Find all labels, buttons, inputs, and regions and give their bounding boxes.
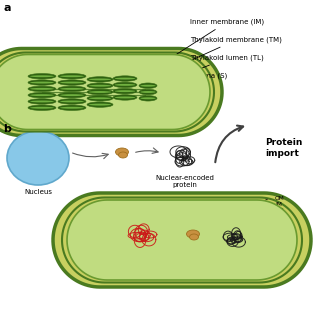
Ellipse shape — [87, 83, 113, 88]
Ellipse shape — [87, 89, 113, 95]
Polygon shape — [0, 49, 222, 135]
Text: Protein
import: Protein import — [265, 138, 302, 158]
Ellipse shape — [30, 75, 54, 77]
Ellipse shape — [58, 86, 86, 92]
Ellipse shape — [87, 77, 113, 82]
Ellipse shape — [60, 100, 84, 102]
Ellipse shape — [89, 85, 111, 87]
Ellipse shape — [7, 131, 69, 185]
Text: Plastid-encoded
protein: Plastid-encoded protein — [204, 258, 260, 271]
Ellipse shape — [189, 234, 198, 240]
Ellipse shape — [28, 80, 56, 85]
Polygon shape — [0, 52, 214, 132]
Ellipse shape — [58, 80, 86, 85]
Text: TL: TL — [275, 212, 282, 218]
Ellipse shape — [58, 74, 86, 79]
Ellipse shape — [139, 96, 157, 101]
Ellipse shape — [140, 85, 156, 87]
Text: IM: IM — [275, 202, 282, 206]
Ellipse shape — [116, 148, 129, 156]
Polygon shape — [0, 54, 210, 130]
Ellipse shape — [115, 97, 135, 99]
Ellipse shape — [87, 102, 113, 107]
Ellipse shape — [28, 74, 56, 79]
Ellipse shape — [58, 92, 86, 98]
Text: Stroma (S): Stroma (S) — [143, 73, 227, 104]
Ellipse shape — [28, 92, 56, 98]
Ellipse shape — [30, 107, 54, 109]
Text: TM: TM — [275, 207, 284, 212]
Ellipse shape — [115, 90, 135, 92]
Text: Thylakoid lumen (TL): Thylakoid lumen (TL) — [151, 55, 264, 89]
Ellipse shape — [28, 86, 56, 92]
Polygon shape — [62, 197, 302, 283]
Ellipse shape — [113, 95, 137, 100]
Ellipse shape — [30, 100, 54, 102]
Text: IM: IM — [278, 227, 285, 231]
Ellipse shape — [89, 78, 111, 80]
Ellipse shape — [60, 88, 84, 90]
Ellipse shape — [89, 91, 111, 93]
Ellipse shape — [60, 82, 84, 84]
Ellipse shape — [87, 96, 113, 101]
Ellipse shape — [113, 76, 137, 81]
Ellipse shape — [89, 104, 111, 106]
Text: TM: TM — [278, 234, 287, 238]
Ellipse shape — [118, 152, 127, 158]
Polygon shape — [53, 193, 311, 287]
Text: S: S — [275, 218, 279, 222]
Text: a: a — [3, 3, 11, 13]
Ellipse shape — [140, 97, 156, 99]
Ellipse shape — [60, 94, 84, 96]
Ellipse shape — [58, 105, 86, 110]
Ellipse shape — [58, 99, 86, 104]
Text: Thylakoid membrane (TM): Thylakoid membrane (TM) — [156, 37, 282, 76]
Ellipse shape — [187, 230, 199, 238]
Ellipse shape — [113, 82, 137, 88]
Ellipse shape — [115, 77, 135, 79]
Text: b: b — [3, 124, 11, 134]
Ellipse shape — [28, 99, 56, 104]
Ellipse shape — [30, 82, 54, 84]
Text: OM: OM — [275, 196, 285, 201]
Ellipse shape — [139, 83, 157, 88]
Text: S: S — [278, 242, 282, 246]
Ellipse shape — [30, 94, 54, 96]
Ellipse shape — [113, 88, 137, 94]
Ellipse shape — [89, 97, 111, 99]
Text: Plastid
genome: Plastid genome — [128, 262, 156, 276]
Ellipse shape — [28, 105, 56, 110]
Polygon shape — [67, 200, 297, 280]
Text: Nucleus: Nucleus — [24, 189, 52, 195]
Text: Nuclear-encoded
protein: Nuclear-encoded protein — [156, 175, 214, 188]
Ellipse shape — [60, 107, 84, 109]
Text: Inner membrane (IM): Inner membrane (IM) — [158, 19, 264, 66]
Ellipse shape — [60, 75, 84, 77]
Ellipse shape — [115, 84, 135, 86]
Ellipse shape — [140, 91, 156, 93]
Ellipse shape — [30, 88, 54, 90]
Ellipse shape — [139, 89, 157, 95]
